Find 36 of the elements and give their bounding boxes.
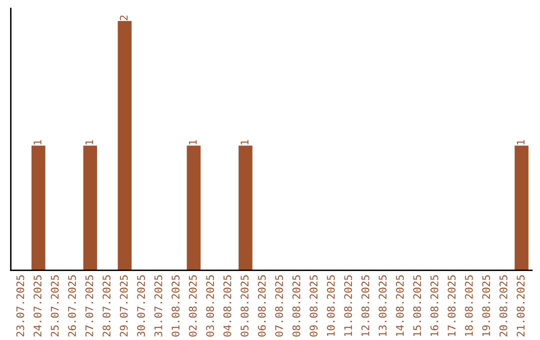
x-tick-label: 20.08.2025 (499, 275, 508, 336)
data-label: 1 (189, 140, 197, 144)
x-tick-label: 07.08.2025 (275, 275, 284, 336)
x-tick-label: 30.07.2025 (137, 275, 145, 336)
x-tick-label: 23.07.2025 (16, 275, 24, 336)
x-tick-label: 27.07.2025 (85, 275, 94, 336)
x-tick-label: 03.08.2025 (206, 275, 214, 336)
x-tick-label: 31.07.2025 (154, 275, 162, 336)
data-label: 2 (120, 16, 128, 20)
x-tick-label: 26.07.2025 (68, 275, 76, 336)
x-tick-label: 17.08.2025 (448, 275, 456, 336)
x-tick-label: 12.08.2025 (361, 275, 370, 336)
x-tick-label: 01.08.2025 (172, 275, 180, 336)
x-tick-label: 09.08.2025 (310, 275, 318, 336)
x-tick-label: 14.08.2025 (396, 275, 404, 336)
x-tick-label: 08.08.2025 (292, 275, 300, 336)
x-tick-label: 24.07.2025 (34, 275, 42, 336)
x-tick-label: 25.07.2025 (50, 275, 59, 336)
data-label: 1 (34, 140, 42, 144)
data-label: 1 (240, 140, 248, 144)
x-tick-label: 29.07.2025 (120, 275, 128, 336)
x-tick-label: 16.08.2025 (430, 275, 438, 336)
x-tick-label: 04.08.2025 (223, 275, 232, 336)
data-label: 1 (516, 140, 524, 144)
x-tick-label: 11.08.2025 (344, 275, 352, 336)
x-tick-label: 28.07.2025 (102, 275, 110, 336)
x-tick-label: 06.08.2025 (258, 275, 266, 336)
x-tick-label: 05.08.2025 (240, 275, 249, 336)
x-tick-label: 15.08.2025 (413, 275, 422, 336)
x-tick-label: 18.08.2025 (464, 275, 473, 336)
x-tick-label: 21.08.2025 (516, 275, 525, 336)
x-tick-label: 13.08.2025 (378, 275, 387, 336)
x-tick-label: 02.08.2025 (188, 275, 197, 336)
x-tick-label: 10.08.2025 (326, 275, 335, 336)
data-label: 1 (85, 140, 94, 144)
x-tick-label: 19.08.2025 (482, 275, 490, 336)
